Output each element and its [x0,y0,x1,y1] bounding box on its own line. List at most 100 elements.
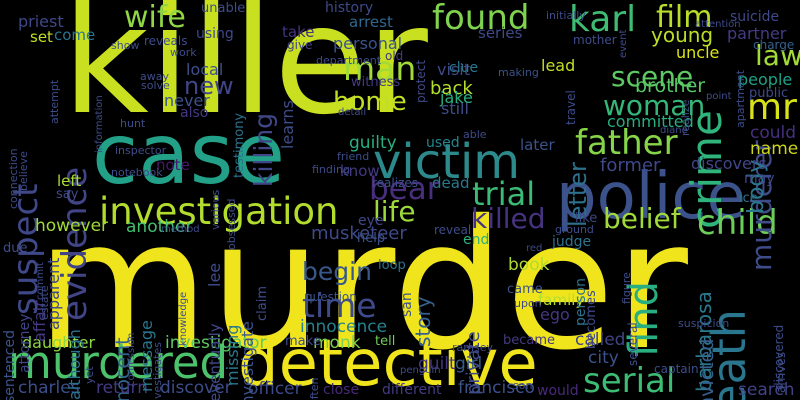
word-note: note [156,156,190,174]
word-method: method [161,224,200,235]
word-tell: tell [375,334,396,349]
word-charles: charles [18,378,80,398]
word-commit: commit [35,262,46,300]
word-point: point [706,91,732,102]
word-attention: attention [695,19,741,30]
word-initially: initially [546,9,586,22]
word-although: although [65,329,84,400]
word-away: away [140,70,169,83]
word-close: close [323,382,360,398]
word-captain: captain [654,362,699,376]
word-clue: clue [449,60,479,76]
word-often: often [308,377,321,400]
word-yet: yet [83,366,96,384]
word-notebook: notebook [111,166,163,179]
word-would: would [537,383,579,399]
word-new: new [184,72,234,100]
word-red: red [526,243,543,254]
word-confession: confession [126,332,137,386]
word-another: another [126,217,193,237]
word-able: able [463,128,487,141]
word-convicted: convicted [696,338,718,400]
word-san: san [399,292,415,317]
word-series: series [478,24,523,42]
word-friend: friend [337,150,370,163]
word-man: man [343,49,417,88]
word-lee: lee [205,262,224,287]
word-finding: finding [312,163,350,176]
word-knowledge: knowledge [178,291,189,346]
word-victim: victim [373,134,521,190]
word-arrest: arrest [349,13,393,31]
word-learns: learns [278,100,297,149]
word-public: public [749,86,789,101]
word-figure: figure [620,272,633,304]
word-francisco: francisco [458,378,535,398]
word-daughter: daughter [22,333,96,352]
word-former: former [600,155,661,176]
word-testimony: testimony [232,112,247,178]
word-different: different [382,382,442,398]
word-eventually: eventually [206,323,224,400]
word-due: due [3,241,28,256]
word-brother: brother [635,75,706,97]
word-murdered: murdered [8,336,229,389]
word-jake: jake [440,88,473,107]
word-discover: discover [160,378,232,398]
word-help: help [357,231,386,246]
word-set: set [30,28,53,46]
word-scene: scene [611,60,694,93]
word-old: old [385,49,404,63]
word-musketeer: musketeer [311,223,407,244]
word-wife: wife [124,0,186,35]
word-unable: unable [201,1,246,16]
word-upon: upon [514,297,542,310]
word-film: film [656,0,713,35]
word-may: may [744,171,775,187]
word-serial: serial [583,361,676,400]
word-witness: witness [351,75,401,90]
word-dead: dead [432,174,470,192]
word-detail: detail [338,107,367,118]
word-charge: charge [753,38,795,52]
word-search: search [738,380,795,400]
word-law: law [755,39,800,72]
word-give: give [287,38,313,52]
word-officer: officer [248,379,302,399]
word-penguin: penguin [400,365,441,376]
word-say: say [56,187,79,202]
word-child: child [697,203,778,243]
word-still: still [441,99,469,118]
word-people: people [738,70,793,89]
word-suicide: suicide [730,9,780,25]
word-loop: loop [378,258,406,273]
word-information: information [94,95,105,153]
word-used: used [426,135,460,151]
word-local: local [186,60,224,79]
word-name: name [750,139,799,159]
word-bear: bear [369,171,440,207]
word-several: several [626,322,640,366]
word-attempt: attempt [48,79,61,124]
word-karl: karl [569,0,637,40]
word-left: left [57,172,82,190]
word-various: various [209,189,222,230]
word-father: father [575,123,678,163]
word-like: like [575,211,598,226]
word-investigates: investigates [151,342,164,400]
word-never: never [164,91,210,110]
word-return: return [96,378,148,398]
word-also: also [180,105,209,121]
word-ramsey: ramsey [452,341,493,354]
word-back: back [430,78,473,99]
word-detective: detective [238,327,538,400]
word-case: case [92,105,286,203]
word-life: life [373,195,416,228]
word-reveals: reveals [144,34,188,48]
word-however: however [35,216,109,236]
word-belief: belief [603,202,681,235]
word-using: using [196,26,234,42]
word-killer: killer [62,0,428,148]
word-time: time [302,286,377,325]
word-inspector: inspector [115,144,167,157]
